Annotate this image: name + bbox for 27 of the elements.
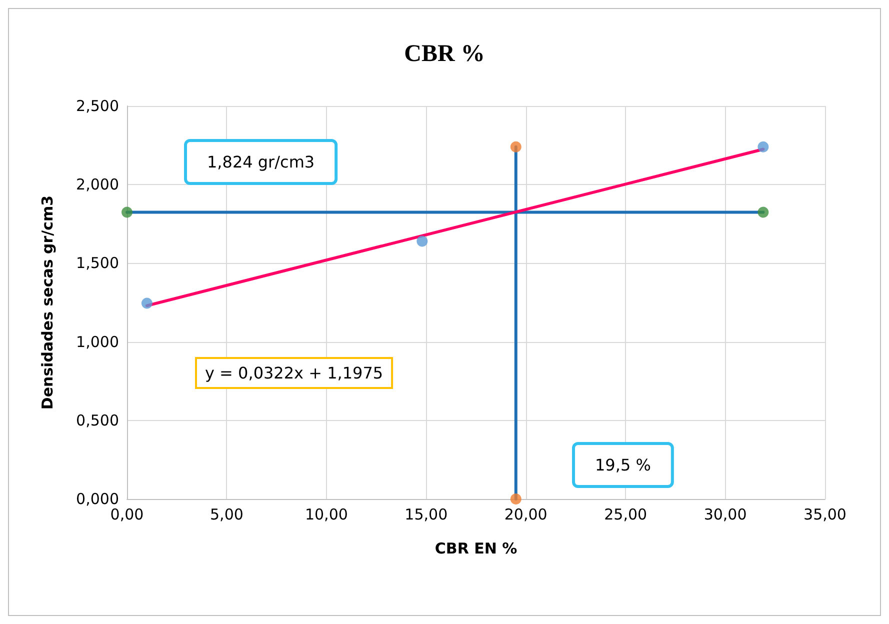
y-tick-label: 1,000	[76, 332, 119, 351]
x-tick-label: 35,00	[804, 506, 846, 524]
x-tick-label: 10,00	[304, 506, 348, 524]
point	[141, 298, 152, 309]
point	[758, 141, 769, 152]
point	[510, 141, 522, 152]
annotation: y = 0,0322x + 1,1975	[205, 364, 384, 382]
x-axis-title: CBR EN %	[434, 540, 518, 558]
x-tick-label: 15,00	[404, 506, 448, 524]
annotation: 19,5 %	[595, 456, 651, 474]
y-tick-label: 1,500	[76, 254, 119, 272]
x-tick-label: 25,00	[604, 506, 648, 524]
point	[510, 494, 522, 504]
y-tick-label: 0,000	[76, 490, 119, 508]
y-tick-label: 2,500	[76, 97, 119, 115]
x-tick-label: 0,00	[110, 506, 144, 524]
x-tick-label: 5,00	[210, 506, 244, 524]
chart-title: CBR %	[404, 41, 485, 67]
point	[122, 206, 132, 218]
point	[416, 236, 428, 247]
y-tick-label: 2,000	[76, 176, 119, 194]
y-tick-label: 0,500	[76, 411, 119, 430]
annotation: 1,824 gr/cm3	[207, 152, 315, 172]
x-tick-label: 20,00	[504, 506, 548, 524]
y-axis-title: Densidades secas gr/cm3	[38, 195, 56, 410]
x-tick-label: 30,00	[704, 506, 747, 524]
point	[758, 206, 769, 218]
